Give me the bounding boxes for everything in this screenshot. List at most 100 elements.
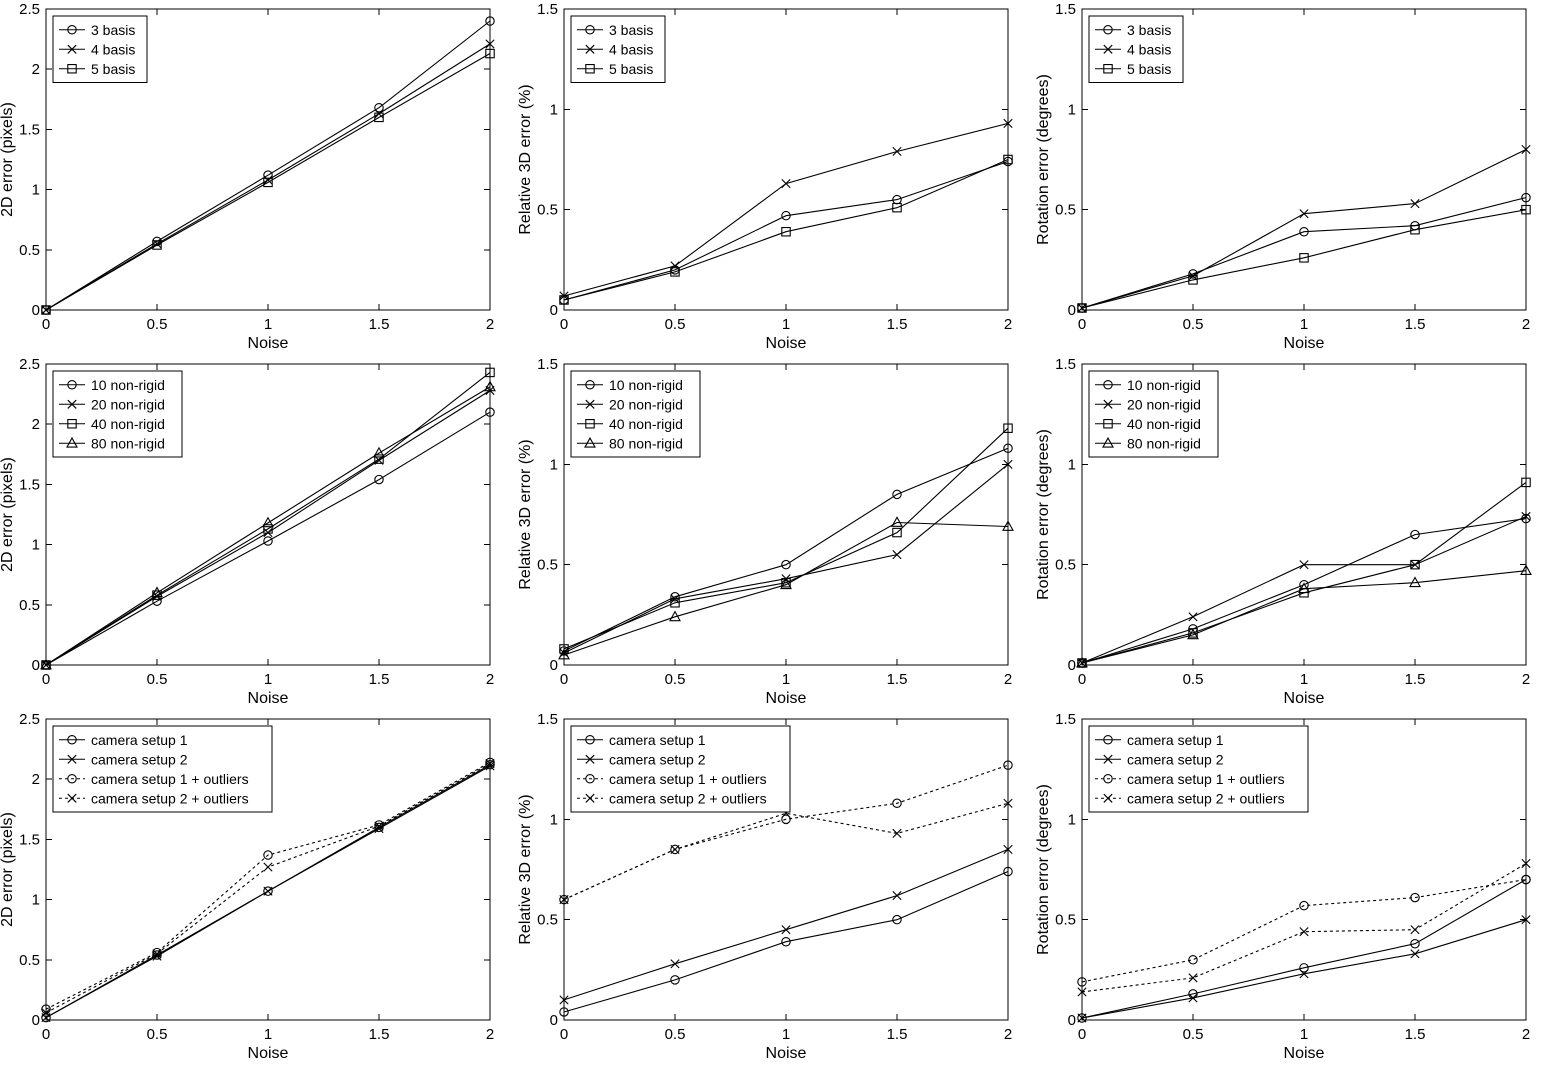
marker-x [1299,927,1309,937]
marker-triangle [484,380,496,392]
marker-circle [1410,529,1420,540]
y-tick-label: 1 [32,537,40,554]
marker-square [670,598,680,608]
marker-x [41,1008,51,1018]
marker-square [781,226,791,237]
marker-triangle [558,648,570,660]
marker-x [1299,560,1309,570]
marker-circle [585,734,595,745]
legend-label: 20 non-rigid [609,396,683,412]
y-tick-label: 0 [1068,657,1076,674]
chart-2d-error-camera: 0 0.5 1 1.5 2 0 0.5 1 1.5 2 2.5 Noise 2D error (pixe… [0,710,518,1065]
y-axis-label: Relative 3D error (%) [518,794,534,944]
legend-label: 3 basis [91,22,135,38]
marker-circle [263,850,273,860]
x-tick-label: 0 [1078,671,1086,688]
legend-box [52,725,273,813]
marker-x [485,758,495,769]
series-line [563,158,1009,301]
marker-circle [1103,24,1113,35]
marker-x [892,550,902,560]
y-axis-label: 2D error (pixels) [0,102,16,217]
series-line [563,427,1009,650]
series-line [563,764,1009,901]
marker-x [585,399,595,409]
marker-square [152,240,162,250]
x-tick-label: 1.5 [369,1026,390,1043]
marker-circle [152,950,162,960]
marker-triangle [1187,628,1199,640]
x-tick-label: 1.5 [887,316,908,333]
marker-circle [1077,1013,1087,1023]
x-axis-label: Noise [248,690,289,707]
y-tick-label: 0.5 [537,202,558,219]
y-tick-label: 2 [32,61,40,78]
y-tick-label: 0 [550,657,558,674]
marker-circle [1410,938,1420,949]
y-axis-label: Rotation error (degrees) [1036,784,1052,955]
marker-circle [670,592,680,602]
x-tick-label: 1.5 [887,1026,908,1043]
legend-label: 4 basis [1127,41,1171,57]
legend-box [1088,725,1309,813]
marker-x [1188,612,1198,622]
x-tick-label: 1.5 [369,671,390,688]
series-line [563,848,1009,1001]
marker-circle [67,24,77,35]
marker-circle [585,774,595,784]
marker-circle [1103,774,1113,784]
legend-label: 20 non-rigid [1127,396,1201,412]
marker-x [585,754,595,764]
marker-x [1410,925,1420,935]
x-tick-label: 0.5 [147,671,168,688]
marker-circle [781,814,791,825]
chart-2d-error-basis: 0 0.5 1 1.5 2 0 0.5 1 1.5 2 2.5 Noise 2D error (pixe… [0,0,518,355]
marker-x [1003,844,1013,855]
y-tick-label: 1.5 [19,831,40,848]
marker-x [1077,987,1087,997]
x-tick-label: 1.5 [887,671,908,688]
x-tick-label: 0.5 [147,316,168,333]
y-tick-label: 1.5 [19,121,40,138]
chart-2d-error-nonrigid: 0 0.5 1 1.5 2 0 0.5 1 1.5 2 2.5 Noise 2D error (pixe… [0,355,518,710]
marker-circle [1003,443,1013,454]
y-tick-label: 1 [550,456,558,473]
series-line [1081,515,1527,664]
legend-label: 3 basis [1127,22,1171,38]
marker-x [892,146,902,157]
marker-circle [67,774,77,784]
marker-square [1410,559,1420,570]
marker-triangle [669,610,681,622]
series-line [563,160,1009,301]
plot-svg: 0 0.5 1 1.5 2 0 0.5 1 1.5 2 2.5 Noise 2D error (pixe… [0,1,495,352]
x-tick-label: 1 [1300,316,1308,333]
x-tick-label: 1 [782,316,790,333]
marker-circle [1299,900,1309,911]
marker-circle [559,894,569,905]
marker-x [1299,209,1309,219]
legend-label: 20 non-rigid [91,396,165,412]
series-line [1081,209,1527,309]
marker-x [1521,144,1531,155]
x-tick-label: 0.5 [1183,671,1204,688]
y-axis-label: Relative 3D error (%) [518,439,534,589]
x-tick-label: 1 [1300,1026,1308,1043]
x-tick-label: 1 [264,671,272,688]
legend-box [570,725,791,813]
marker-triangle [1076,656,1088,668]
marker-circle [485,407,495,417]
legend-label: 5 basis [91,61,135,77]
legend-label: camera setup 1 + outliers [1127,771,1285,787]
marker-x [1103,399,1113,409]
x-tick-label: 0.5 [665,671,686,688]
legend-label: 80 non-rigid [1127,435,1201,451]
legend-label: 3 basis [609,22,653,38]
series-line [45,53,491,311]
x-tick-label: 1.5 [369,316,390,333]
y-tick-label: 1 [550,101,558,118]
y-tick-label: 0.5 [19,242,40,259]
marker-circle [781,210,791,221]
series-line [45,43,491,311]
marker-circle [892,798,902,809]
marker-circle [374,102,384,113]
